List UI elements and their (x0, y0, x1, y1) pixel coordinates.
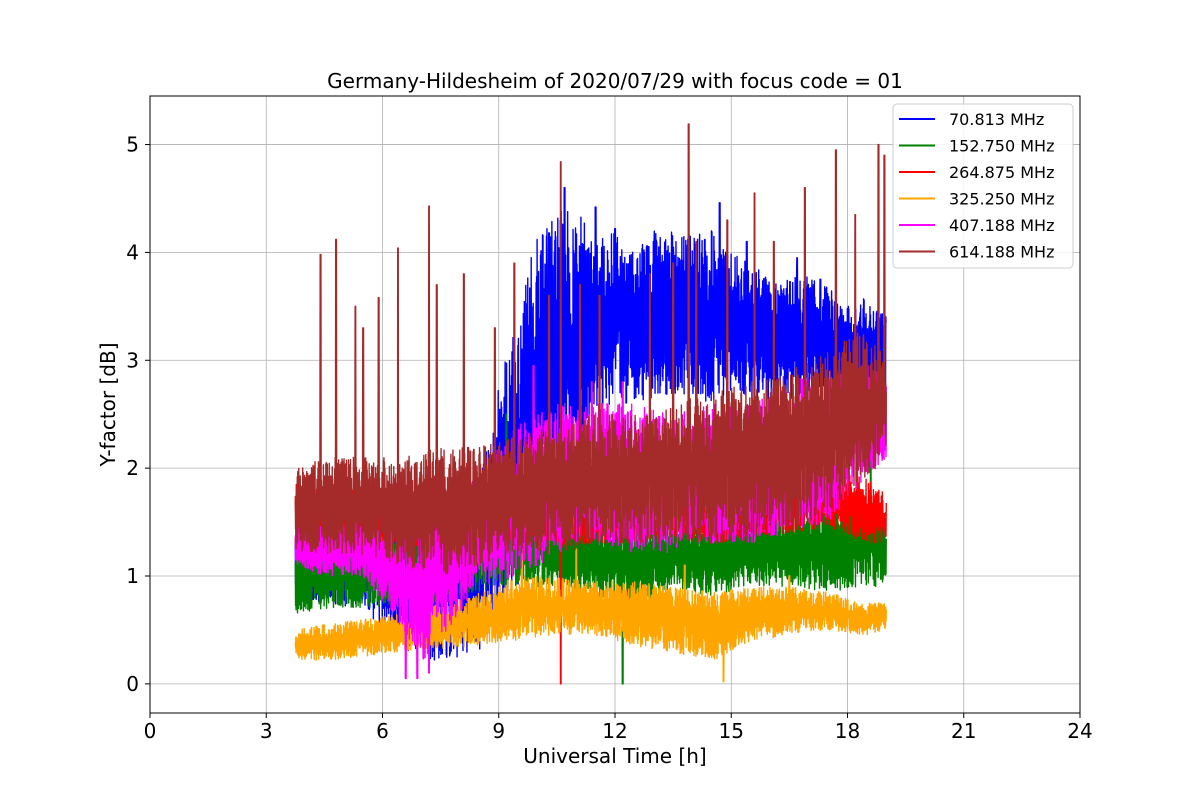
x-tick-label: 3 (260, 719, 273, 743)
series-line-3 (294, 548, 887, 683)
x-tick-label: 24 (1067, 719, 1092, 743)
x-tick-label: 9 (492, 719, 505, 743)
x-tick-label: 12 (602, 719, 627, 743)
series-line-5 (294, 123, 887, 575)
legend: 70.813 MHz 152.750 MHz 264.875 MHz 325.250 … (892, 103, 1074, 269)
x-tick-label: 21 (951, 719, 976, 743)
legend-label: 70.813 MHz (949, 110, 1044, 129)
legend-box (892, 103, 1074, 269)
y-tick-label: 5 (126, 133, 139, 157)
x-tick-label: 0 (144, 719, 157, 743)
legend-label: 325.250 MHz (949, 190, 1054, 209)
y-axis-label: Y-factor [dB] (96, 342, 120, 467)
y-tick-label: 1 (126, 564, 139, 588)
legend-label: 407.188 MHz (949, 216, 1054, 235)
y-tick-label: 0 (126, 672, 139, 696)
legend-label: 264.875 MHz (949, 163, 1054, 182)
y-tick-label: 4 (126, 240, 139, 264)
legend-label: 152.750 MHz (949, 137, 1054, 156)
y-tick-label: 2 (126, 456, 139, 480)
series-group (294, 123, 887, 685)
x-tick-label: 18 (835, 719, 860, 743)
x-tick-label: 6 (376, 719, 389, 743)
y-tick-label: 3 (126, 348, 139, 372)
legend-label: 614.188 MHz (949, 243, 1054, 262)
x-tick-label: 15 (719, 719, 744, 743)
x-axis-label: Universal Time [h] (523, 744, 706, 768)
chart-title: Germany-Hildesheim of 2020/07/29 with fo… (327, 69, 903, 93)
